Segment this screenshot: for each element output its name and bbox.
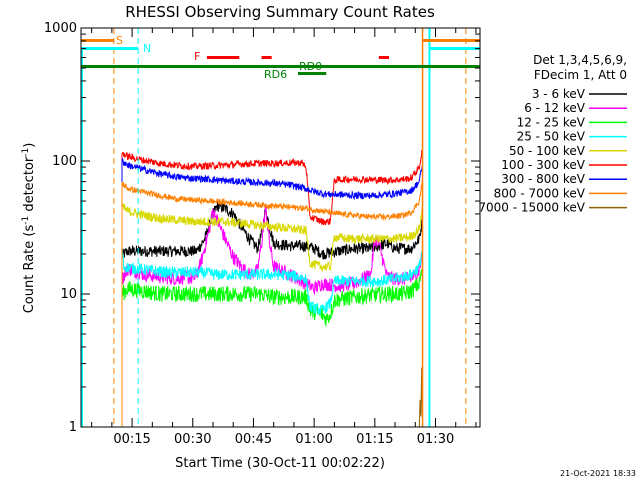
y-tick-label: 100 (52, 154, 77, 169)
x-axis-label: Start Time (30-Oct-11 00:02:22) (175, 456, 385, 471)
series-line-7 (121, 157, 423, 427)
legend-entry-label: 300 - 800 keV (501, 172, 585, 186)
flare-bar-1 (206, 56, 240, 59)
x-tick-label: 00:15 (113, 432, 150, 447)
series-line-6 (121, 149, 423, 427)
saa-label: S (116, 34, 123, 47)
legend-entry-label: 50 - 100 keV (509, 144, 586, 158)
flare-bar-3 (378, 56, 389, 59)
flare-bar-2 (261, 56, 272, 59)
plot-frame (80, 27, 481, 428)
y-axis-label-sup2: -1 (21, 148, 31, 157)
timestamp: 21-Oct-2021 18:33 (560, 469, 636, 478)
y-axis-label-end: ) (22, 143, 37, 148)
legend-entry-label: 3 - 6 keV (532, 87, 586, 101)
chart-title: RHESSI Observing Summary Count Rates (125, 3, 435, 21)
legend-entry-label: 800 - 7000 keV (494, 186, 586, 200)
series-group (121, 149, 424, 427)
y-axis-label: Count Rate (s-1 detector-1) (21, 143, 37, 314)
rd6-bar (297, 72, 327, 75)
x-tick-label: 01:00 (295, 432, 332, 447)
x-tick-label: 01:15 (356, 432, 393, 447)
rd0-bar (81, 65, 480, 68)
flare-label: F (194, 50, 200, 63)
legend-header-1: Det 1,3,4,5,6,9, (533, 53, 627, 67)
legend-header-2: FDecim 1, Att 0 (534, 68, 627, 82)
legend: Det 1,3,4,5,6,9, FDecim 1, Att 0 3 - 6 k… (478, 53, 627, 215)
y-tick-label: 1 (69, 420, 77, 435)
series-line-5 (121, 203, 423, 427)
series-line-3 (121, 268, 423, 427)
rd0-label: RD0 (299, 60, 322, 73)
y-axis-label-mid: detector (22, 156, 37, 216)
series-line-4 (121, 244, 423, 427)
night-bar-2 (429, 47, 480, 50)
night-bar-1 (81, 47, 139, 50)
rd6-label: RD6 (264, 68, 287, 81)
saa-bar-2 (422, 39, 480, 42)
y-axis: 1 10 100 1000 (44, 21, 480, 435)
y-tick-label: 1000 (44, 21, 77, 36)
legend-entry-label: 25 - 50 keV (517, 130, 586, 144)
y-tick-label: 10 (60, 287, 77, 302)
x-tick-label: 00:30 (174, 432, 211, 447)
x-tick-label: 00:45 (235, 432, 272, 447)
x-tick-label: 01:30 (417, 432, 454, 447)
y-axis-label-sup1: -1 (21, 216, 31, 225)
legend-entry-label: 12 - 25 keV (517, 115, 586, 129)
legend-entry-label: 7000 - 15000 keV (478, 201, 585, 215)
series-line-1 (121, 201, 423, 427)
saa-bar-1 (81, 39, 114, 42)
legend-entry-label: 100 - 300 keV (501, 158, 585, 172)
series-line-2 (121, 204, 423, 427)
legend-entry-label: 6 - 12 keV (524, 101, 586, 115)
series-line-8 (121, 180, 423, 427)
x-axis: 00:15 00:30 00:45 01:00 01:15 01:30 (91, 28, 477, 447)
y-axis-label-main: Count Rate (s (22, 225, 37, 314)
night-label: N (143, 42, 151, 55)
